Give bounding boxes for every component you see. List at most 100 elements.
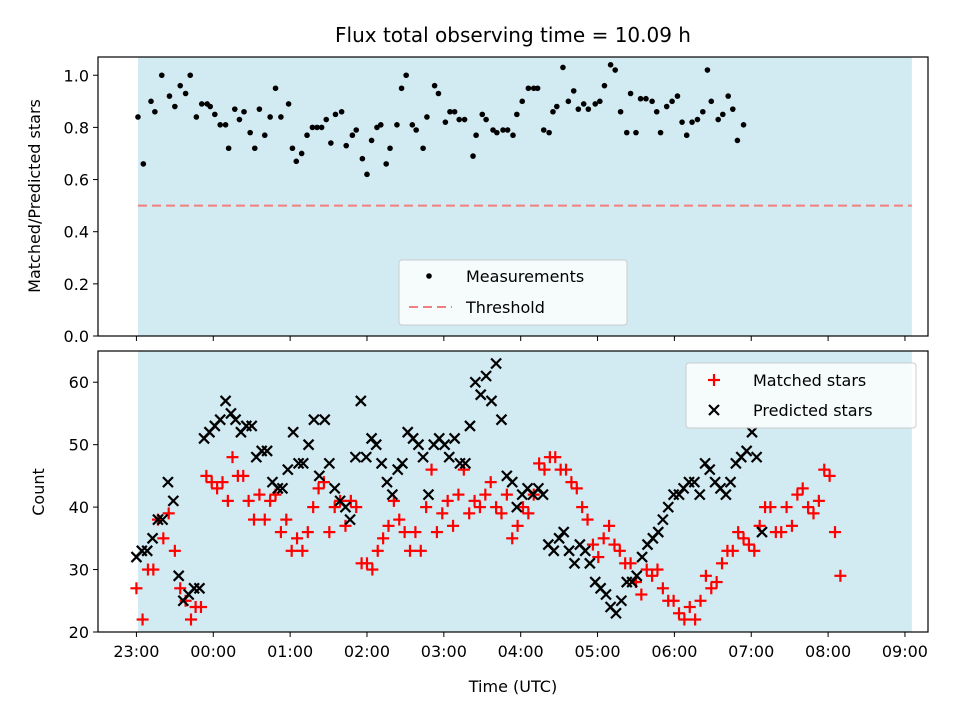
- measurement-point: [575, 106, 582, 112]
- top-yticks: 0.0 0.2 0.4 0.6 0.8 1.0: [64, 66, 98, 346]
- top-axes-frame: [97, 56, 929, 337]
- matched-point: [479, 488, 492, 501]
- measurement-point: [504, 127, 511, 133]
- matched-point: [253, 488, 266, 501]
- matched-point: [656, 582, 669, 595]
- measurement-point: [172, 103, 178, 110]
- measurement-point: [708, 98, 715, 105]
- predicted-point: [282, 463, 294, 476]
- measurement-point: [409, 121, 416, 128]
- measurement-point: [519, 98, 526, 105]
- matched-point: [716, 557, 729, 570]
- predicted-point: [156, 513, 169, 526]
- measurement-point: [328, 140, 334, 146]
- measurement-point: [674, 93, 681, 99]
- measurement-point: [623, 129, 630, 136]
- measurement-point: [456, 116, 463, 123]
- matched-point: [818, 463, 831, 476]
- measurement-point: [470, 153, 476, 159]
- measurement-point: [473, 132, 479, 139]
- measurement-point: [314, 124, 320, 131]
- predicted-point: [172, 570, 185, 582]
- measurement-point: [152, 108, 158, 115]
- measurement-point: [560, 64, 566, 71]
- measurement-point: [612, 67, 619, 73]
- matched-point: [398, 526, 411, 539]
- measurement-point: [451, 108, 458, 115]
- measurement-point: [398, 85, 405, 92]
- predicted-point: [355, 395, 367, 407]
- predicted-point: [537, 488, 549, 501]
- matched-point: [732, 526, 745, 539]
- matched-point: [780, 501, 793, 514]
- measurement-point: [247, 129, 253, 136]
- predicted-point: [720, 488, 732, 501]
- measurement-point: [550, 108, 556, 115]
- matched-point: [205, 476, 218, 489]
- xtick-label: 07:00: [728, 642, 774, 661]
- matched-point: [463, 507, 476, 520]
- matched-point: [393, 513, 406, 526]
- measurement-point: [251, 145, 258, 152]
- measurement-legend-marker: [426, 273, 432, 279]
- predicted-point: [490, 357, 502, 370]
- matched-point: [130, 582, 143, 595]
- matched-point: [264, 494, 277, 507]
- matched-point: [377, 532, 390, 545]
- predicted-point: [532, 482, 545, 495]
- predicted-point: [386, 488, 399, 501]
- matched-point: [560, 463, 573, 476]
- predicted-point: [391, 463, 404, 476]
- predicted-point: [214, 413, 226, 426]
- predicted-point: [495, 413, 508, 426]
- matched-point: [168, 544, 181, 557]
- measurement-point: [525, 85, 532, 92]
- matched-point: [549, 451, 562, 464]
- measurement-point: [679, 119, 685, 125]
- matched-point: [646, 569, 659, 582]
- predicted-point: [229, 413, 242, 426]
- predicted-point: [225, 407, 237, 420]
- matched-point: [705, 582, 718, 595]
- predicted-point: [193, 582, 206, 595]
- predicted-point: [506, 476, 519, 488]
- measurement-point: [657, 129, 664, 136]
- predicted-point: [297, 457, 309, 470]
- predicted-point: [438, 438, 451, 451]
- measurement-point: [140, 161, 147, 167]
- predicted-point: [568, 557, 581, 570]
- matched-point: [452, 488, 465, 501]
- matched-point: [344, 494, 357, 507]
- measurement-point: [700, 108, 706, 115]
- predicted-point: [287, 426, 299, 438]
- predicted-point: [636, 551, 648, 563]
- ytick-label: 30: [69, 561, 89, 580]
- matched-point: [791, 488, 804, 501]
- matched-point: [506, 532, 519, 545]
- matched-point: [312, 482, 325, 495]
- matched-point: [366, 563, 379, 576]
- predicted-point: [579, 545, 592, 557]
- matched-point: [323, 526, 336, 539]
- legend-matched: Matched stars: [753, 371, 866, 390]
- predicted-point: [443, 451, 455, 463]
- matched-point: [533, 457, 546, 470]
- measurement-point: [256, 106, 263, 112]
- bottom-yticks: 20 30 40 50 60: [69, 373, 98, 642]
- predicted-point: [375, 457, 388, 470]
- measurement-point: [338, 108, 345, 115]
- matched-point: [414, 544, 427, 557]
- matched-point: [522, 507, 535, 520]
- measurement-point: [546, 129, 552, 136]
- measurement-point: [633, 129, 639, 136]
- measurement-point: [368, 137, 375, 144]
- measurement-point: [494, 129, 500, 136]
- matched-point: [608, 538, 621, 551]
- matched-point: [624, 557, 637, 570]
- measurement-point: [580, 101, 587, 107]
- measurement-point: [383, 161, 389, 167]
- measurement-point: [166, 93, 173, 99]
- matched-point: [328, 501, 341, 514]
- predicted-point: [584, 557, 596, 570]
- measurement-point: [704, 67, 711, 73]
